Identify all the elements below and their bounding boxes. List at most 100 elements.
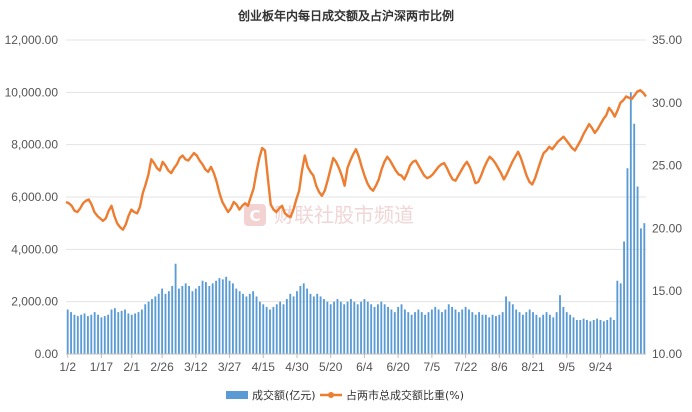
bar [464,306,467,354]
bar [548,314,551,354]
bar [76,316,79,354]
bar [505,296,507,354]
bar [535,314,538,354]
bar [360,301,362,354]
bar [532,312,534,354]
bar [623,241,625,354]
bar [154,296,157,354]
x-tick-label: 7/22 [454,360,478,374]
bar [157,293,160,354]
bar [296,291,298,354]
bar [282,304,285,354]
y-right-tick-label: 20.00 [652,221,682,235]
gridlines [66,39,646,303]
y-right-tick-label: 30.00 [652,96,682,110]
bar [582,318,585,354]
bar [194,288,197,354]
bar [178,288,180,354]
bar [387,306,389,354]
bar [454,309,457,354]
bar [336,299,339,354]
bar [555,312,558,354]
bar [525,312,528,354]
chart-title: 创业板年内每日成交额及占沪深两市比例 [237,8,454,23]
bar [113,308,116,354]
bar [198,285,201,354]
bar [93,312,96,354]
bar [447,304,450,354]
bar [471,312,474,354]
bar [403,309,406,354]
bar [457,312,460,354]
bar [434,306,437,354]
y-left-tick-label: 8,000.00 [11,138,58,152]
bar [181,285,184,354]
bar [171,285,174,354]
bar [70,312,72,354]
y-right-tick-label: 10.00 [652,347,682,361]
bar [640,228,642,354]
bar [633,123,636,354]
ratio-line [65,89,647,231]
bar [511,304,514,354]
bar [538,317,541,354]
bar [565,312,568,354]
bar [235,288,238,354]
bar [552,317,555,354]
bar [414,312,416,354]
bar [100,317,103,354]
bar [559,295,561,355]
bar [579,319,582,354]
bar [498,314,501,354]
bar [420,312,423,354]
x-tick-label: 3/12 [184,360,208,374]
bar [319,296,322,354]
bar [370,304,373,354]
bar [97,314,99,354]
bar [231,283,234,354]
legend-swatch-line-dot [328,392,334,398]
x-tick-label: 6/20 [386,360,410,374]
bar [602,321,605,354]
bar [441,312,443,354]
axes: 0.00 2,000.00 4,000.00 6,000.00 8,000.00 10,0… [5,33,683,374]
watermark-text: 财联社股市频道 [274,203,414,227]
bar [218,278,221,354]
bar [373,306,376,354]
bar [437,309,440,354]
bar [619,283,622,354]
bar [451,306,454,354]
bar [248,293,251,354]
bar [592,319,595,354]
y-left-tick-label: 6,000.00 [11,190,58,204]
bar [430,309,433,354]
x-tick-label: 7/5 [424,360,441,374]
bar [356,304,359,354]
bar [211,283,214,354]
bar [589,321,592,354]
bar [252,291,255,354]
bar [339,301,342,354]
bar [188,285,190,354]
y-left-tick-label: 10,000.00 [5,85,59,99]
bar [380,301,383,354]
bar [80,314,83,354]
bar [269,309,271,354]
bar [521,314,524,354]
legend-label-line: 占两市总成交额比重(%) [346,388,464,402]
bar [488,317,491,354]
bar [262,304,265,354]
bar-series [66,92,646,355]
x-tick-label: 3/27 [218,360,242,374]
bar [127,313,130,354]
bar [528,309,531,354]
bar [242,293,244,354]
bar [518,312,521,354]
bar [461,309,464,354]
bar [215,280,217,354]
bar [191,291,194,354]
bar [205,282,207,354]
x-tick-label: 4/30 [285,360,309,374]
